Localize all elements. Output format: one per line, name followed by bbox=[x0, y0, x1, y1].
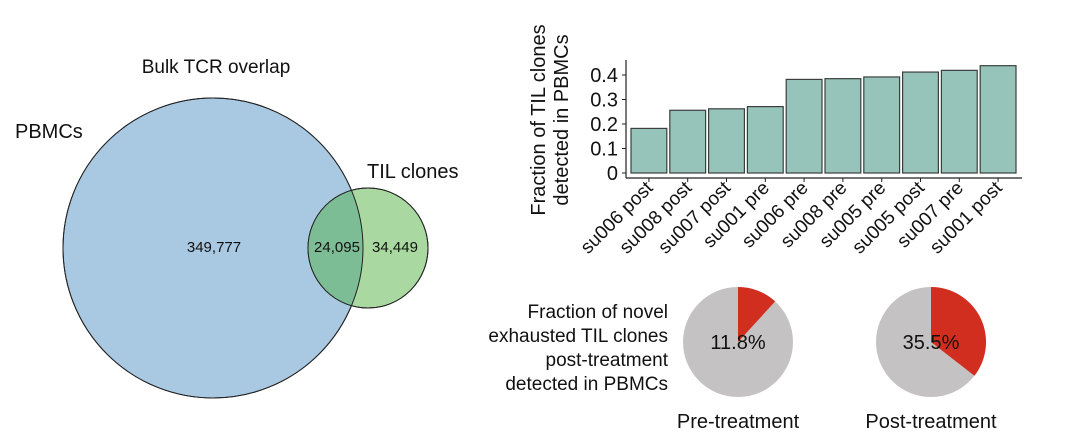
bar bbox=[824, 78, 862, 174]
bar bbox=[901, 71, 939, 174]
pie-title-line-4: detected in PBMCs bbox=[505, 374, 668, 395]
bar bbox=[863, 76, 901, 174]
venn-outline-pbmcs bbox=[62, 97, 364, 399]
bar-y-tick-label: 0.1 bbox=[590, 139, 618, 161]
bar bbox=[940, 69, 978, 174]
bar-ylabel-line-1: Fraction of TIL clones bbox=[528, 24, 550, 215]
pie-category-label: Post-treatment bbox=[865, 411, 997, 433]
bar bbox=[746, 106, 784, 174]
venn-count-overlap: 24,095 bbox=[314, 239, 360, 256]
pie-title: Fraction of novel exhausted TIL clones p… bbox=[488, 302, 668, 395]
bar-y-axis-label: Fraction of TIL clones detected in PBMCs bbox=[528, 24, 573, 215]
venn-label-til: TIL clones bbox=[367, 161, 459, 183]
pie-slice-detected bbox=[738, 287, 776, 342]
bar bbox=[630, 127, 668, 174]
pie-title-line-3: post-treatment bbox=[546, 350, 669, 371]
venn-label-pbmcs: PBMCs bbox=[15, 121, 83, 143]
bar bbox=[669, 109, 707, 174]
bar bbox=[785, 78, 823, 174]
bar-y-tick-label: 0.3 bbox=[590, 90, 618, 112]
venn-outline-til bbox=[307, 187, 429, 309]
pie-category-label: Pre-treatment bbox=[677, 411, 800, 433]
pie-charts: 11.8% Pre-treatment 35.5% Post-treatment bbox=[677, 287, 997, 433]
pie-value-label: 11.8% bbox=[710, 332, 765, 354]
pie-slice-detected bbox=[931, 287, 986, 376]
venn-overlap-region bbox=[308, 188, 363, 308]
bar-y-tick-label: 0.2 bbox=[590, 114, 618, 136]
pie-title-line-1: Fraction of novel bbox=[528, 302, 668, 323]
bar-y-tick-label: 0.4 bbox=[590, 65, 618, 87]
bar-ylabel-line-2: detected in PBMCs bbox=[551, 34, 573, 205]
pie-value-label: 35.5% bbox=[903, 332, 960, 354]
pie-title-line-2: exhausted TIL clones bbox=[488, 326, 668, 347]
venn-diagram: Bulk TCR overlap PBMCs TIL clones 349,77… bbox=[15, 57, 459, 399]
bar bbox=[707, 108, 745, 174]
venn-title: Bulk TCR overlap bbox=[142, 57, 291, 78]
venn-count-pbmcs-only: 349,777 bbox=[187, 239, 241, 256]
bar bbox=[979, 65, 1017, 174]
bar-y-tick-label: 0 bbox=[607, 163, 618, 185]
venn-count-til-only: 34,449 bbox=[372, 239, 418, 256]
